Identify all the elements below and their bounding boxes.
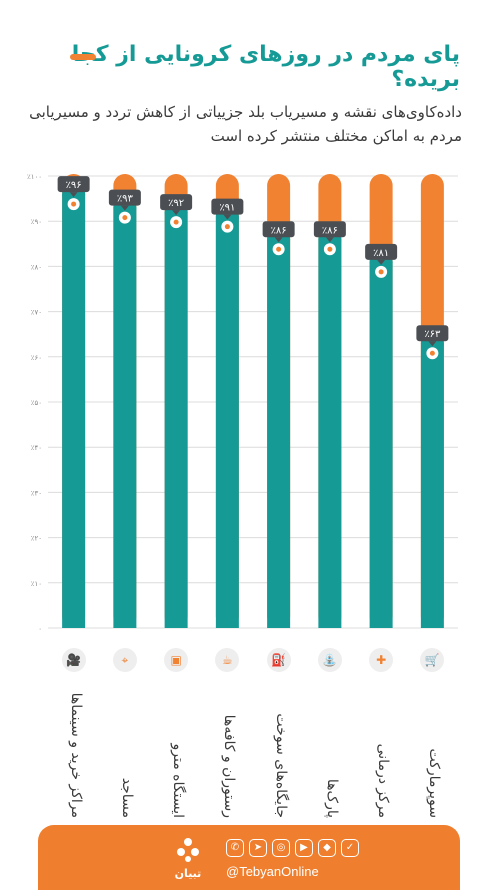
bar-marker-dot xyxy=(122,215,128,221)
data-label: ٪۸۱ xyxy=(373,248,389,259)
value-tag xyxy=(160,194,193,211)
value-tag-pointer xyxy=(428,341,437,347)
category-label: ایستگاه مترو xyxy=(170,743,187,819)
value-tag-pointer xyxy=(172,210,181,216)
value-tag xyxy=(416,325,449,342)
coffee-cup-icon: ☕ xyxy=(215,648,240,672)
location-pin-icon: ⌖ xyxy=(112,648,137,672)
value-tag-pointer xyxy=(69,192,78,198)
title-accent xyxy=(70,54,96,60)
y-tick-label: ۰ xyxy=(38,625,42,633)
category-label: مساجد xyxy=(118,777,135,818)
data-label: ٪۹۱ xyxy=(219,203,235,214)
bar-marker-dot xyxy=(71,201,77,207)
data-label: ٪۹۳ xyxy=(117,194,134,205)
bale-icon[interactable]: ✓ xyxy=(341,839,359,857)
chart-title: پای مردم در روزهای کرونایی از کجا بریده؟ xyxy=(71,42,460,92)
tebyan-logo: تبیان xyxy=(166,835,210,880)
category-label: مرکز درمانی xyxy=(375,743,392,818)
value-tag xyxy=(57,176,90,193)
y-tick-label: ٪۴۰ xyxy=(31,444,42,452)
shopping-cart-icon: 🛒 xyxy=(420,648,445,672)
playground-slide-icon: ⛲ xyxy=(317,648,342,672)
y-tick-label: ٪۲۰ xyxy=(31,535,42,543)
footer-bar: تبیان ✆ ➤ ◎ ▶ ◆ ✓ @TebyanOnline xyxy=(38,825,460,890)
value-tag-pointer xyxy=(120,205,129,211)
y-tick-label: ٪۱۰۰ xyxy=(27,173,42,181)
fuel-pump-icon: ⛽ xyxy=(266,648,291,672)
value-tag xyxy=(365,243,398,260)
medical-cross-icon: ✚ xyxy=(369,648,394,672)
data-label: ٪۹۲ xyxy=(168,198,184,209)
tebyan-logo-icon xyxy=(177,838,199,862)
bar xyxy=(369,261,393,628)
data-label: ٪۹۶ xyxy=(66,180,82,191)
data-label: ٪۶۳ xyxy=(424,329,441,340)
bar-marker-dot xyxy=(224,224,230,230)
value-tag xyxy=(313,221,346,238)
bar-marker-dot xyxy=(378,269,384,275)
value-tag xyxy=(262,221,295,238)
value-tag xyxy=(211,198,244,215)
category-label: رستوران و کافه‌ها xyxy=(221,714,238,818)
y-tick-label: ٪۳۰ xyxy=(31,489,42,497)
value-tag-pointer xyxy=(223,214,232,220)
bar xyxy=(215,216,239,628)
bar xyxy=(267,239,291,628)
bar-marker-dot xyxy=(173,219,179,225)
bar xyxy=(420,343,444,628)
bar xyxy=(62,194,86,628)
bar-marker-dot xyxy=(327,246,333,252)
category-label: مراکز خرید و سینماها xyxy=(67,692,84,818)
y-tick-label: ٪۹۰ xyxy=(31,218,42,226)
social-handle[interactable]: @TebyanOnline xyxy=(226,864,319,879)
y-tick-label: ٪۷۰ xyxy=(31,309,42,317)
value-tag-pointer xyxy=(325,237,334,243)
chart-subtitle: داده‌کاوی‌های نقشه و مسیریاب بلد جزییاتی… xyxy=(29,103,462,145)
value-tag-pointer xyxy=(377,259,386,265)
metro-train-icon: ▣ xyxy=(164,648,189,672)
value-tag xyxy=(108,189,141,206)
bar-chart: ۰ ٪۱۰ ٪۲۰ ٪۳۰ ٪۴۰ ٪۵۰ ٪۶۰ ٪۷۰ ٪۸۰ ٪۹۰ ٪۱۰۰ ٪۹۶ ٪۹۳ ٪۹… xyxy=(27,173,458,633)
value-tag-pointer xyxy=(274,237,283,243)
telegram-icon[interactable]: ➤ xyxy=(249,839,267,857)
soroush-icon[interactable]: ◆ xyxy=(318,839,336,857)
bar xyxy=(164,212,188,628)
data-label: ٪۸۶ xyxy=(322,225,338,236)
logo-text: تبیان xyxy=(174,867,202,880)
y-tick-label: ٪۵۰ xyxy=(31,399,42,407)
bar xyxy=(113,207,137,628)
data-label: ٪۸۶ xyxy=(271,225,287,236)
bar xyxy=(318,239,342,628)
aparat-icon[interactable]: ▶ xyxy=(295,839,313,857)
social-icons: ✆ ➤ ◎ ▶ ◆ ✓ xyxy=(226,839,359,857)
y-tick-label: ٪۸۰ xyxy=(31,263,42,271)
y-tick-label: ٪۱۰ xyxy=(31,580,42,588)
category-label: سوپرمارکت xyxy=(426,748,443,818)
bar-marker-dot xyxy=(276,246,282,252)
category-label: پارک‌ها xyxy=(323,778,340,818)
category-label: جایگاه‌های سوخت xyxy=(272,713,289,818)
whatsapp-icon[interactable]: ✆ xyxy=(226,839,244,857)
y-tick-label: ٪۶۰ xyxy=(31,354,42,362)
film-camera-icon: 🎥 xyxy=(61,648,86,672)
bar-marker-dot xyxy=(429,350,435,356)
instagram-icon[interactable]: ◎ xyxy=(272,839,290,857)
